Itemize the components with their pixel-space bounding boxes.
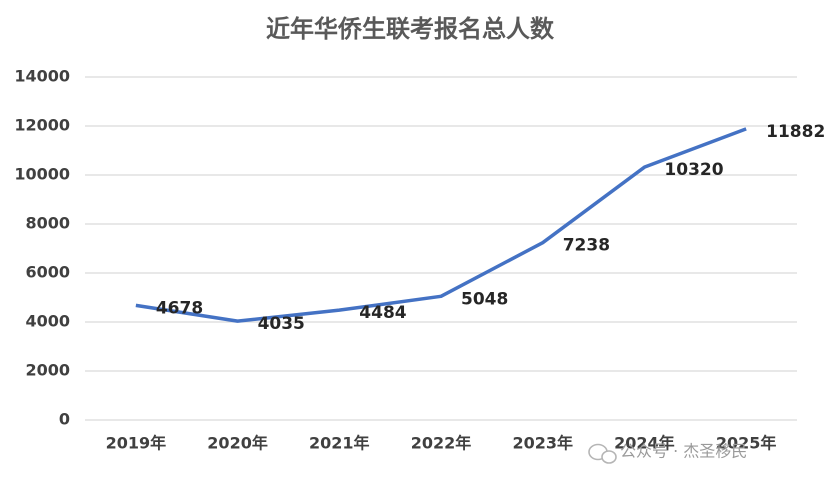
y-tick-label: 12000 [14,116,70,135]
x-tick-label: 2020年 [207,434,268,453]
x-tick-label: 2021年 [309,434,370,453]
x-tick-label: 2023年 [512,434,573,453]
chart-title: 近年华侨生联考报名总人数 [266,15,555,43]
watermark: 公众号 · 杰圣移民 [620,442,747,461]
data-label: 10320 [664,160,723,180]
x-tick-label: 2022年 [411,434,472,453]
data-label: 7238 [563,236,610,256]
x-tick-label: 2024年 [614,434,675,453]
x-tick-label: 2019年 [106,434,167,453]
y-tick-label: 2000 [25,361,70,380]
data-label: 11882 [766,122,824,142]
y-tick-label: 0 [59,410,70,429]
data-label: 4678 [156,298,203,318]
data-label: 4035 [258,314,305,334]
watermark-icon [588,443,617,464]
y-tick-label: 6000 [25,263,70,282]
y-tick-label: 10000 [14,165,70,184]
x-tick-label: 2025年 [716,434,777,453]
data-label: 4484 [359,303,406,323]
y-tick-label: 8000 [25,214,70,233]
line-series [135,127,747,323]
data-label: 5048 [461,289,508,309]
y-tick-label: 4000 [25,312,70,331]
y-tick-label: 14000 [14,67,70,86]
